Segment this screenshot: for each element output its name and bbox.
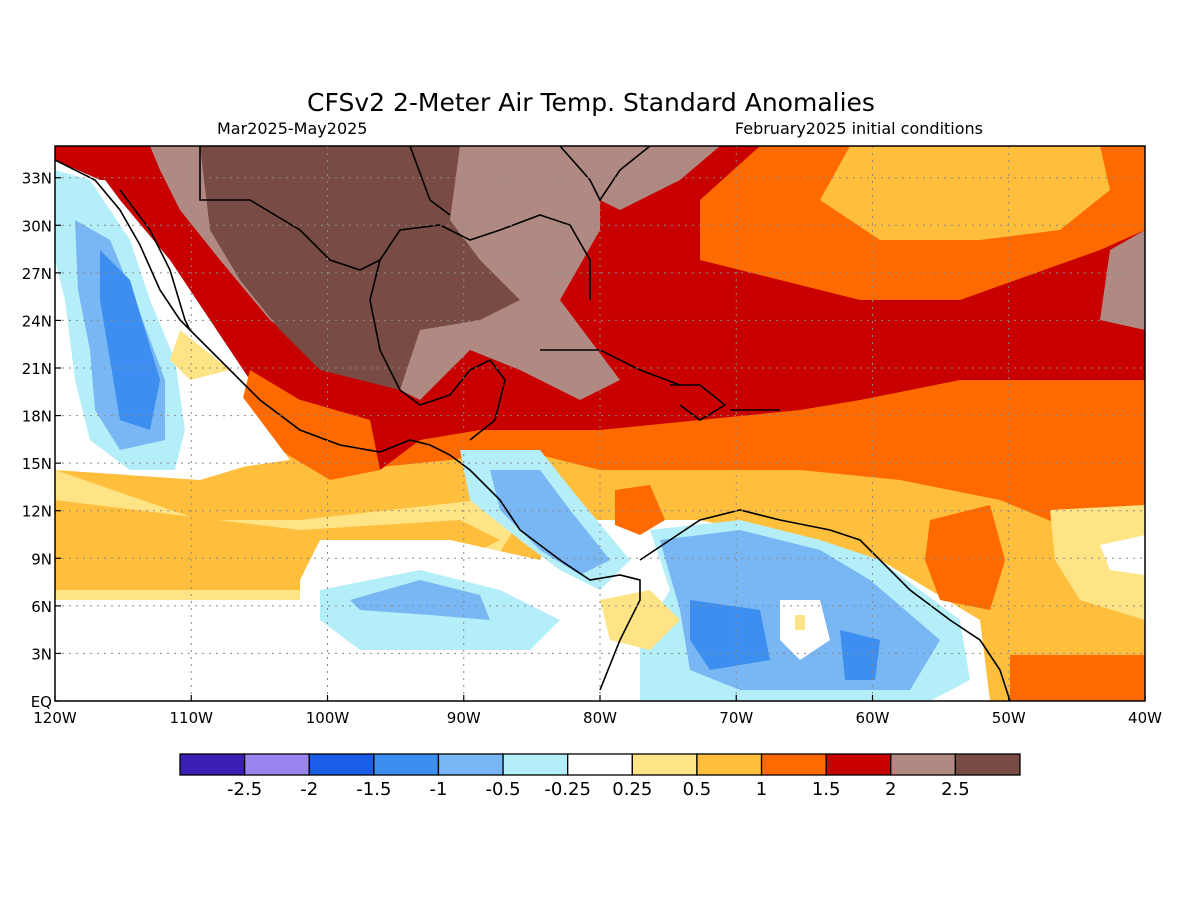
lat-tick-label: 33N [22,170,52,188]
colorbar-label: 1 [756,779,767,800]
lon-tick-label: 40W [1128,709,1162,727]
colorbar-swatch [437,753,504,776]
colorbar-swatch [502,753,569,776]
coastlines [55,146,1011,701]
lat-tick-label: 21N [22,360,52,378]
colorbar-label: 2 [885,779,896,800]
lat-tick-label: 9N [31,550,52,568]
colorbar-swatch [567,753,633,776]
colorbar-label: -0.5 [486,779,521,800]
lat-tick-label: 6N [31,598,52,616]
lon-tick-label: 60W [856,709,890,727]
lon-tick-label: 50W [992,709,1026,727]
colorbar-swatch [631,753,698,776]
colorbar-swatch [179,753,246,776]
colorbar-label: -0.25 [544,779,591,800]
colorbar-swatch [890,753,957,776]
colorbar-swatch [954,753,1021,776]
lat-tick-label: 30N [22,217,52,235]
colorbar-label: 2.5 [941,779,970,800]
longitude-axis: 120W 110W 100W 90W 80W 70W 60W 50W 40W [33,695,1162,727]
lat-tick-label: 3N [31,645,52,663]
colorbar-label: 0.25 [612,779,652,800]
lat-tick-label: 27N [22,265,52,283]
colorbar-label: -2.5 [227,779,262,800]
lon-tick-label: 110W [170,709,214,727]
lat-tick-label: 12N [22,503,52,521]
colorbar-swatch [760,753,827,776]
lat-tick-label: 18N [22,408,52,426]
subtitle-initial-conditions: February2025 initial conditions [735,119,983,138]
lat-tick-label: 15N [22,455,52,473]
colorbar-label: -1 [429,779,447,800]
colorbar: -2.5 -2 -1.5 -1 -0.5 -0.25 0.25 0.5 1 1.5 2 2.5 [179,753,1021,800]
subtitle-period: Mar2025-May2025 [217,119,367,138]
lon-tick-label: 80W [583,709,617,727]
anomaly-field [55,146,1145,701]
lat-tick-label: EQ [31,693,52,711]
lat-tick-label: 24N [22,312,52,330]
latitude-axis: EQ 3N 6N 9N 12N 15N 18N 21N 24N 27N 30N 33N [22,170,61,711]
figure-title: CFSv2 2-Meter Air Temp. Standard Anomali… [307,88,875,117]
colorbar-swatch [243,753,310,776]
colorbar-label: -1.5 [356,779,391,800]
colorbar-swatch [825,753,892,776]
colorbar-label: 0.5 [683,779,712,800]
lon-tick-label: 120W [33,709,77,727]
colorbar-swatch [696,753,763,776]
lon-tick-label: 100W [306,709,350,727]
colorbar-swatch [373,753,440,776]
lon-tick-label: 90W [447,709,481,727]
colorbar-swatch [308,753,375,776]
colorbar-label: -2 [300,779,318,800]
lon-tick-label: 70W [719,709,753,727]
colorbar-label: 1.5 [812,779,841,800]
graticule [55,146,1145,701]
